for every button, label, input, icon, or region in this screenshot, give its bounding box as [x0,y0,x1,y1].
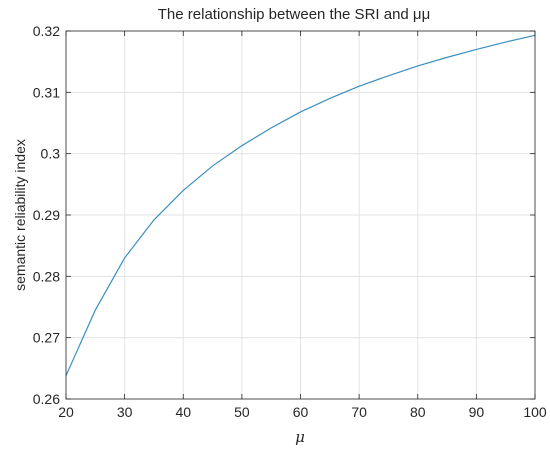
x-tick-label: 100 [523,404,547,420]
y-axis-tick-labels: 0.26 0.27 0.28 0.29 0.3 0.31 0.32 [33,23,60,407]
y-tick-label: 0.26 [33,391,60,407]
chart-title: The relationship between the SRI and μμ [158,6,430,23]
y-tick-label: 0.32 [33,23,60,39]
y-tick-label: 0.28 [33,268,60,284]
x-tick-label: 80 [410,404,426,420]
ticks [65,30,536,400]
x-tick-label: 20 [58,404,74,420]
x-axis-tick-labels: 20 30 40 50 60 70 80 90 100 [58,404,547,420]
series-line [65,34,536,376]
y-tick-label: 0.29 [33,207,60,223]
x-tick-label: 70 [351,404,367,420]
x-tick-label: 40 [175,404,191,420]
y-tick-label: 0.31 [33,84,60,100]
plot-area [65,30,536,400]
y-tick-label: 0.27 [33,330,60,346]
x-axis-label: μ [295,428,305,446]
y-axis-label: semantic reliability index [12,139,28,291]
x-tick-label: 30 [117,404,133,420]
x-tick-label: 90 [469,404,485,420]
x-tick-label: 50 [234,404,250,420]
y-tick-label: 0.3 [41,146,61,162]
x-tick-label: 60 [293,404,309,420]
series-layer [65,34,536,376]
